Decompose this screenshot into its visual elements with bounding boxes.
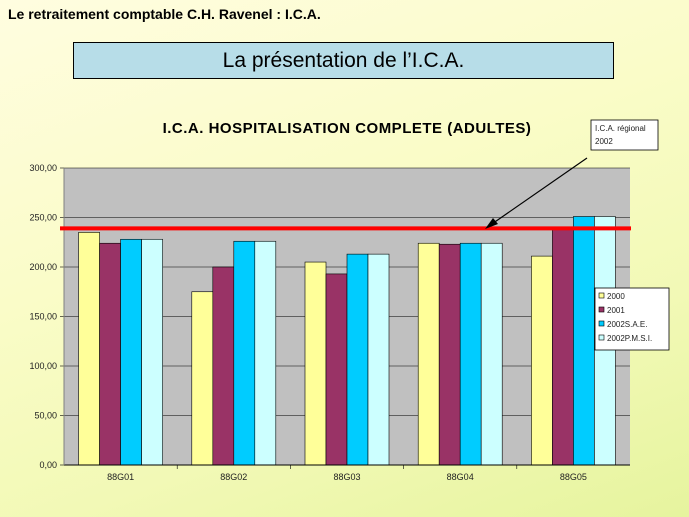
legend-box bbox=[594, 287, 670, 351]
legend-swatch bbox=[598, 334, 605, 341]
bar bbox=[233, 240, 256, 466]
bar bbox=[325, 273, 348, 466]
bar bbox=[78, 232, 100, 466]
bar bbox=[480, 242, 503, 466]
bar bbox=[531, 255, 553, 466]
legend-swatch bbox=[598, 292, 605, 299]
callout-label-line1: I.C.A. régional bbox=[595, 124, 646, 133]
bar bbox=[99, 242, 121, 466]
x-tick-label: 88G04 bbox=[447, 472, 474, 482]
callout-arrowhead bbox=[485, 218, 498, 229]
x-tick-label: 88G01 bbox=[107, 472, 134, 482]
legend-swatch bbox=[598, 320, 605, 327]
y-tick-label: 150,00 bbox=[29, 312, 57, 322]
bar bbox=[573, 216, 595, 466]
callout-box bbox=[590, 119, 659, 151]
bar bbox=[212, 266, 235, 466]
y-axis-ticks: 0,00 50,00 100,00 150,00 200,00 250,00 300,00 bbox=[29, 163, 64, 470]
chart-title: I.C.A. HOSPITALISATION COMPLETE (ADULTES… bbox=[163, 120, 532, 137]
x-tick-label: 88G02 bbox=[220, 472, 247, 482]
legend-label: 2001 bbox=[607, 306, 625, 315]
bar bbox=[346, 253, 369, 466]
bar bbox=[417, 242, 440, 466]
bar bbox=[304, 261, 327, 466]
legend: 2000 2001 2002S.A.E. 2002P.M.S.I. bbox=[594, 287, 670, 351]
slide-title: La présentation de l’I.C.A. bbox=[73, 42, 614, 79]
bar bbox=[438, 243, 461, 466]
callout-label-line2: 2002 bbox=[595, 137, 613, 146]
callout-arrow bbox=[488, 157, 588, 227]
y-tick-label: 50,00 bbox=[34, 411, 57, 421]
legend-label: 2002S.A.E. bbox=[607, 320, 647, 329]
bar bbox=[191, 291, 214, 466]
y-tick-label: 300,00 bbox=[29, 163, 57, 173]
bars bbox=[78, 216, 616, 466]
bar bbox=[459, 242, 482, 466]
legend-swatch bbox=[598, 306, 605, 313]
bar bbox=[120, 238, 142, 466]
bar bbox=[141, 238, 163, 466]
y-tick-label: 100,00 bbox=[29, 361, 57, 371]
x-axis-ticks: 88G01 88G02 88G03 88G04 88G05 bbox=[107, 465, 587, 482]
header-text: Le retraitement comptable C.H. Ravenel :… bbox=[8, 6, 321, 22]
bar bbox=[552, 227, 574, 466]
y-tick-label: 0,00 bbox=[39, 460, 57, 470]
legend-label: 2000 bbox=[607, 292, 625, 301]
bar bbox=[254, 240, 277, 466]
bar bbox=[367, 253, 390, 466]
x-tick-label: 88G05 bbox=[560, 472, 587, 482]
x-tick-label: 88G03 bbox=[333, 472, 360, 482]
y-tick-label: 250,00 bbox=[29, 213, 57, 223]
y-tick-label: 200,00 bbox=[29, 262, 57, 272]
legend-label: 2002P.M.S.I. bbox=[607, 334, 652, 343]
